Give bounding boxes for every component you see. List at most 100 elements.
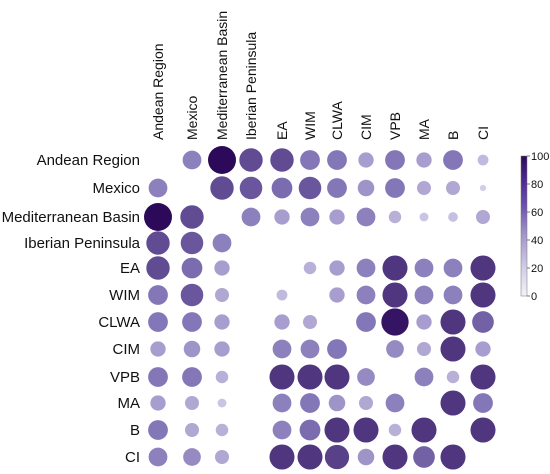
dot-cim-mediterranean-basin: [214, 341, 230, 357]
dot-mexico-cim: [357, 179, 375, 197]
dot-ma-b: [440, 390, 466, 416]
dot-ci-vpb: [382, 444, 408, 470]
dot-ci-wim: [297, 444, 323, 470]
dot-ma-andean-region: [150, 395, 166, 411]
dot-ci-clwa: [324, 444, 350, 470]
dot-vpb-ci: [470, 364, 496, 390]
column-label-ci: CI: [475, 126, 491, 140]
dot-ma-clwa: [328, 394, 346, 412]
dot-clwa-wim: [303, 315, 317, 329]
row-label-iberian-peninsula: Iberian Peninsula: [24, 235, 141, 252]
column-label-mexico: Mexico: [184, 95, 200, 140]
dot-ea-mediterranean-basin: [214, 260, 230, 276]
dot-b-mediterranean-basin: [215, 423, 229, 437]
dot-iberian-peninsula-mexico: [180, 231, 204, 255]
dot-b-cim: [353, 417, 379, 443]
row-label-ea: EA: [120, 260, 140, 277]
dot-clwa-mediterranean-basin: [214, 314, 230, 330]
column-label-ea: EA: [274, 121, 290, 140]
dot-wim-vpb: [382, 282, 408, 308]
colorbar-tick-label: 40: [531, 235, 543, 247]
dot-wim-ma: [414, 285, 434, 305]
dot-mediterranean-basin-ci: [476, 210, 490, 224]
dot-vpb-wim: [297, 364, 323, 390]
dot-cim-clwa: [327, 339, 347, 359]
dot-vpb-mexico: [182, 367, 202, 387]
colorbar-tick-label: 60: [531, 207, 543, 219]
dot-mediterranean-basin-iberian-peninsula: [241, 207, 261, 227]
column-label-iberian-peninsula: Iberian Peninsula: [243, 32, 259, 140]
dot-clwa-vpb: [381, 308, 409, 336]
row-label-ma: MA: [118, 395, 141, 412]
dot-mexico-ma: [417, 181, 431, 195]
dot-ea-andean-region: [146, 256, 170, 280]
dot-andean-region-b: [443, 150, 463, 170]
column-labels: Andean Region Mexico Mediterranean Basin Ib…: [150, 11, 491, 140]
dot-clwa-ci: [472, 311, 494, 333]
dot-wim-mexico: [180, 283, 204, 307]
row-label-andean-region: Andean Region: [37, 152, 140, 169]
dot-ea-ci: [470, 255, 496, 281]
dot-mexico-b: [446, 181, 460, 195]
column-label-andean-region: Andean Region: [150, 43, 166, 140]
colorbar-tick-label: 20: [531, 263, 543, 275]
dot-andean-region-clwa: [327, 150, 347, 170]
column-label-b: B: [445, 131, 461, 140]
colorbar: [520, 155, 528, 297]
dot-mexico-vpb: [385, 178, 405, 198]
dot-ma-mediterranean-basin: [217, 398, 227, 408]
dot-vpb-mediterranean-basin: [215, 370, 229, 384]
column-label-wim: WIM: [302, 111, 318, 140]
colorbar-tick-label: 0: [531, 291, 537, 303]
dot-cim-ma: [417, 342, 431, 356]
dot-mexico-ci: [479, 184, 487, 192]
dot-ci-b: [440, 444, 466, 470]
dot-andean-region-cim: [358, 152, 374, 168]
dot-iberian-peninsula-andean-region: [146, 231, 170, 255]
dot-ea-mexico: [181, 257, 203, 279]
dot-ci-ma: [413, 446, 435, 468]
dot-andean-region-vpb: [385, 150, 405, 170]
column-label-ma: MA: [416, 118, 432, 140]
dot-cim-b: [440, 336, 466, 362]
dot-vpb-cim: [357, 368, 375, 386]
dot-vpb-clwa: [324, 364, 350, 390]
dot-andean-region-iberian-peninsula: [239, 148, 263, 172]
dot-andean-region-ma: [416, 152, 432, 168]
dot-ma-wim: [300, 393, 320, 413]
dot-clwa-ea: [274, 314, 290, 330]
dot-mexico-wim: [298, 176, 322, 200]
dot-ci-andean-region: [148, 447, 168, 467]
dot-ea-clwa: [329, 260, 345, 276]
row-label-vpb: VPB: [110, 369, 140, 386]
row-label-mexico: Mexico: [92, 180, 140, 197]
dot-b-clwa: [324, 417, 350, 443]
dot-clwa-b: [440, 309, 466, 335]
dot-andean-region-mexico: [182, 150, 202, 170]
dot-wim-ci: [470, 282, 496, 308]
dot-vpb-b: [446, 370, 460, 384]
dot-vpb-ma: [414, 367, 434, 387]
dot-ea-wim: [303, 261, 317, 275]
dot-vpb-andean-region: [148, 367, 168, 387]
colorbar-tick-label: 80: [531, 179, 543, 191]
dot-ci-mediterranean-basin: [215, 450, 229, 464]
dot-wim-clwa: [329, 287, 345, 303]
dot-mediterranean-basin-wim: [300, 207, 320, 227]
dot-b-andean-region: [148, 420, 168, 440]
dot-clwa-mexico: [182, 312, 202, 332]
dot-b-vpb: [388, 423, 402, 437]
dot-mediterranean-basin-ma: [419, 212, 429, 222]
dot-cim-mexico: [183, 340, 201, 358]
dot-cim-vpb: [386, 340, 404, 358]
dot-b-ci: [470, 417, 496, 443]
dot-clwa-ma: [416, 314, 432, 330]
dot-ma-ea: [272, 393, 292, 413]
column-label-clwa: CLWA: [329, 100, 345, 140]
dot-ea-vpb: [382, 255, 408, 281]
column-label-vpb: VPB: [387, 112, 403, 140]
dot-b-ma: [411, 417, 437, 443]
dot-ci-mexico: [183, 448, 201, 466]
row-label-mediterranean-basin: Mediterranean Basin: [2, 209, 140, 226]
row-label-clwa: CLWA: [98, 314, 140, 331]
